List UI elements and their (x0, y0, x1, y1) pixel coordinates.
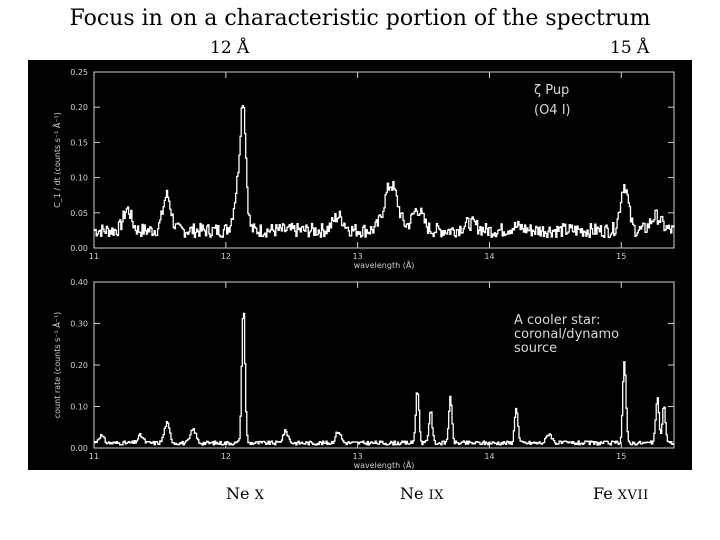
x-tick-label: 14 (484, 452, 494, 461)
spectrum-trace (94, 105, 675, 239)
annotation-zeta-pup: ζ Pup (O4 I) (534, 84, 571, 118)
y-tick-label: 0.10 (70, 174, 88, 183)
marker-12-angstrom: 12 Å (210, 38, 250, 58)
ion-stage: XVII (617, 488, 649, 503)
y-tick-label: 0.30 (70, 320, 88, 329)
x-tick-label: 11 (89, 252, 99, 261)
annotation-line: ζ Pup (534, 83, 570, 98)
slide-title: Focus in on a characteristic portion of … (69, 6, 651, 31)
line-label-fe-xvii: Fe XVII (593, 484, 649, 503)
annotation-cooler-star: A cooler star: coronal/dynamo source (514, 314, 619, 356)
spectrum-panel-top: 0.00 0.05 0.10 0.15 0.20 0.25 11 12 13 14 15 wavele… (28, 60, 692, 270)
y-tick-label: 0.25 (70, 68, 88, 77)
annotation-line: source (514, 341, 558, 356)
ion-stage: IX (428, 488, 444, 503)
x-tick-label: 13 (353, 252, 363, 261)
y-tick-label: 0.20 (70, 103, 88, 112)
y-tick-label: 0.40 (70, 278, 88, 287)
line-label-ne-x: Ne X (226, 484, 264, 503)
spectrum-chart-bottom: 0.00 0.10 0.20 0.30 0.40 11 12 13 14 15 wavelength… (51, 278, 675, 470)
x-tick-label: 12 (221, 452, 231, 461)
y-tick-label: 0.00 (70, 244, 88, 253)
element-name: Ne (400, 484, 424, 503)
y-axis-label: C_1 / dt (counts s⁻¹ Å⁻¹) (51, 112, 62, 208)
element-name: Fe (593, 484, 613, 503)
y-tick-label: 0.10 (70, 403, 88, 412)
marker-15-angstrom: 15 Å (610, 38, 650, 58)
x-tick-label: 13 (353, 452, 363, 461)
spectrum-chart-top: 0.00 0.05 0.10 0.15 0.20 0.25 11 12 13 14 15 wavele… (51, 68, 675, 270)
x-tick-label: 11 (89, 452, 99, 461)
x-axis-label: wavelength (Å) (354, 259, 415, 270)
y-tick-label: 0.20 (70, 361, 88, 370)
plot-frame (93, 281, 675, 449)
annotation-line: A cooler star: (514, 313, 601, 328)
spectrum-panel-bottom: 0.00 0.10 0.20 0.30 0.40 11 12 13 14 15 wavelength… (28, 270, 692, 470)
plot-frame (93, 71, 675, 249)
annotation-line: (O4 I) (534, 103, 571, 118)
y-tick-label: 0.15 (70, 138, 88, 147)
x-axis-label: wavelength (Å) (354, 459, 415, 470)
spectrum-trace (94, 312, 675, 446)
annotation-line: coronal/dynamo (514, 327, 620, 342)
y-tick-label: 0.00 (70, 444, 88, 453)
x-tick-label: 14 (484, 252, 494, 261)
y-tick-label: 0.05 (70, 209, 88, 218)
x-tick-label: 12 (221, 252, 231, 261)
element-name: Ne (226, 484, 250, 503)
x-tick-label: 15 (616, 252, 626, 261)
line-label-ne-ix: Ne IX (400, 484, 444, 503)
x-tick-label: 15 (616, 452, 626, 461)
ion-stage: X (254, 488, 265, 503)
y-axis-label: count rate (counts s⁻¹ Å⁻¹) (51, 312, 62, 418)
